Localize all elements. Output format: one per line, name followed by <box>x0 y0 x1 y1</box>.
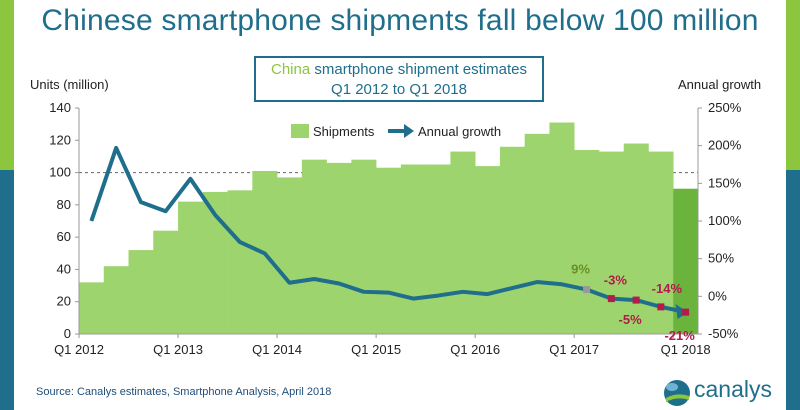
growth-marker <box>607 295 615 303</box>
legend-label-shipments: Shipments <box>313 124 375 139</box>
bar-shipments <box>475 166 501 334</box>
bar-shipments <box>598 151 625 334</box>
growth-annotation-label: -21% <box>664 328 695 343</box>
bar-shipments <box>623 143 649 334</box>
source-note: Source: Canalys estimates, Smartphone An… <box>36 386 332 398</box>
bar-shipments <box>277 177 303 334</box>
bar-shipments <box>574 149 600 334</box>
subtitle-text: smartphone shipment estimates <box>310 61 527 78</box>
page-title: Chinese smartphone shipments fall below … <box>41 4 759 37</box>
bar-shipments <box>128 250 154 334</box>
bar-shipments <box>376 167 402 334</box>
y-tick-label-left: 80 <box>57 197 71 212</box>
legend-arrow-icon <box>404 124 414 138</box>
growth-marker <box>583 286 591 294</box>
growth-annotation-label: -5% <box>619 312 643 327</box>
bar-shipments <box>499 146 525 334</box>
y-tick-label-left: 40 <box>57 261 71 276</box>
y-axis-title-left: Units (million) <box>30 77 109 92</box>
bar-shipments <box>450 151 476 334</box>
y-tick-label-left: 60 <box>57 229 71 244</box>
bar-shipments <box>153 230 179 334</box>
y-tick-label-right: 200% <box>708 138 742 153</box>
y-tick-label-left: 140 <box>49 100 71 115</box>
bar-shipments <box>227 190 253 334</box>
growth-annotation-label: 9% <box>571 262 590 277</box>
growth-marker <box>682 308 690 316</box>
y-axis-title-right: Annual growth <box>678 77 761 92</box>
x-tick-label: Q1 2018 <box>661 342 711 357</box>
chart-subtitle-box: China smartphone shipment estimates Q1 2… <box>254 56 544 102</box>
line-annual-growth <box>89 145 662 309</box>
y-tick-label-right: 0% <box>708 288 727 303</box>
right-accent-blue <box>786 170 800 410</box>
y-tick-label-left: 0 <box>64 326 71 341</box>
x-tick-label: Q1 2016 <box>450 342 500 357</box>
arrowhead-icon <box>675 304 688 320</box>
y-tick-label-left: 20 <box>57 294 71 309</box>
x-tick-label: Q1 2015 <box>351 342 401 357</box>
right-accent-green <box>786 0 800 170</box>
left-accent-green <box>0 0 14 170</box>
subtitle-highlight: China <box>271 61 311 78</box>
left-accent-blue <box>0 170 14 410</box>
bar-shipments <box>79 282 105 334</box>
x-tick-label: Q1 2014 <box>252 342 302 357</box>
shipments-chart: 0 20 40 60 80 100 120 140 -50% 0% 50% 100% 150% 200% 2… <box>30 77 761 357</box>
bar-shipments <box>178 201 204 334</box>
canalys-logo-text: canalys <box>694 376 772 402</box>
y-tick-label-left: 120 <box>49 132 71 147</box>
y-tick-label-right: 100% <box>708 213 742 228</box>
growth-annotation-label: -3% <box>604 273 628 288</box>
bar-shipments <box>549 122 575 335</box>
canalys-globe-icon <box>664 380 690 406</box>
legend-swatch-shipments <box>291 124 309 138</box>
bar-shipments <box>351 159 377 334</box>
bar-shipments <box>400 164 426 334</box>
bar-shipments <box>301 159 327 334</box>
growth-marker <box>657 303 665 311</box>
legend-label-growth: Annual growth <box>418 124 501 139</box>
bar-shipments <box>524 133 550 334</box>
y-tick-label-right: 150% <box>708 175 742 190</box>
growth-annotation-label: -14% <box>652 281 683 296</box>
bar-shipments <box>326 162 352 334</box>
y-tick-label-right: -50% <box>708 326 739 341</box>
subtitle-date-range: Q1 2012 to Q1 2018 <box>331 81 467 98</box>
y-tick-label-right: 50% <box>708 251 734 266</box>
bar-shipments <box>425 164 451 334</box>
growth-marker <box>632 296 640 304</box>
x-tick-label: Q1 2017 <box>549 342 599 357</box>
x-tick-label: Q1 2012 <box>54 342 104 357</box>
x-tick-label: Q1 2013 <box>153 342 203 357</box>
y-tick-label-right: 250% <box>708 100 742 115</box>
bar-shipments <box>103 266 129 334</box>
y-tick-label-left: 100 <box>49 165 71 180</box>
